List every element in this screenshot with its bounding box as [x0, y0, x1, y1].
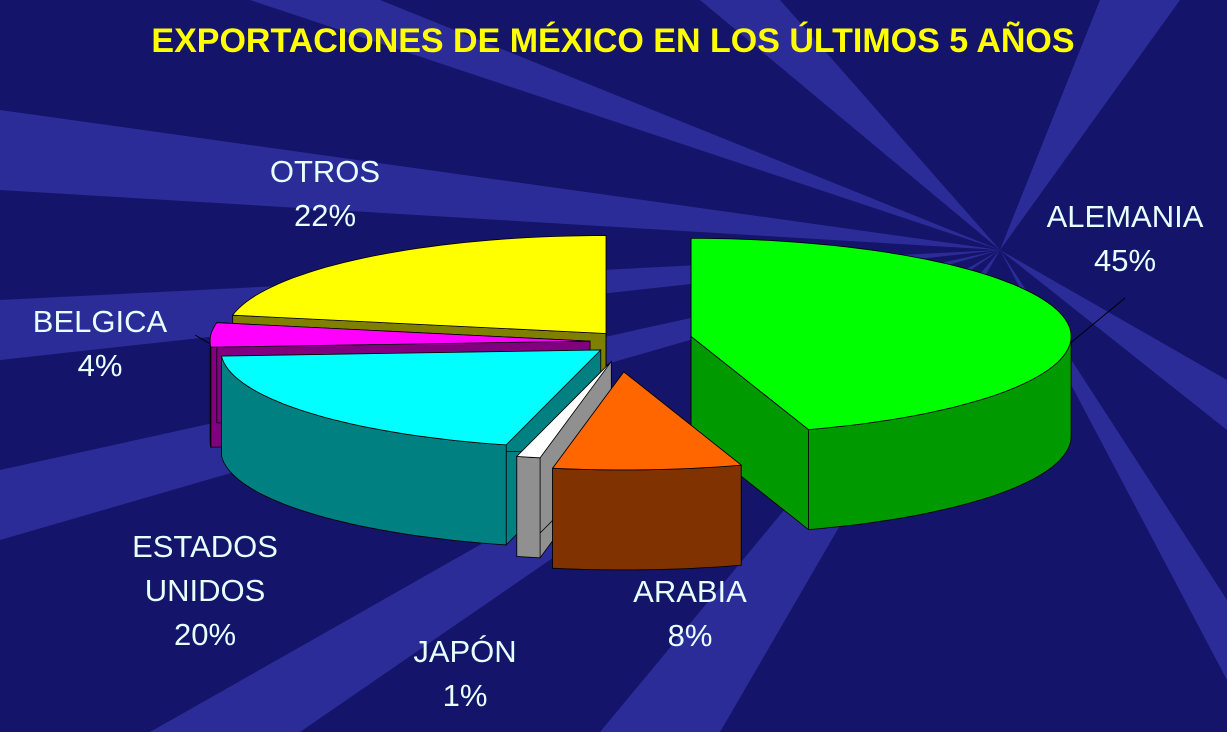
slice-label: BELGICA 4% [0, 300, 200, 388]
slice [551, 371, 743, 471]
slice [690, 237, 1072, 531]
slice [220, 349, 602, 446]
slice-label: JAPÓN 1% [355, 630, 575, 718]
value-label: 1% [442, 678, 488, 713]
category-label: ALEMANIA [1046, 199, 1204, 234]
leader-line [1067, 297, 1126, 346]
slice [690, 237, 1072, 431]
category-label: ARABIA [633, 574, 747, 609]
category-label: ESTADOS UNIDOS [132, 529, 278, 608]
category-label: JAPÓN [413, 634, 517, 669]
value-label: 22% [293, 198, 357, 233]
slice-label: ARABIA 8% [580, 570, 800, 658]
leader-line [194, 334, 213, 346]
value-label: 45% [1093, 243, 1157, 278]
slice-label: OTROS 22% [215, 150, 435, 238]
slice [515, 361, 612, 459]
slice-label: ALEMANIA 45% [1015, 195, 1227, 283]
slice [231, 235, 607, 334]
value-label: 8% [667, 618, 713, 653]
slice [209, 322, 591, 348]
slice-side [552, 464, 742, 571]
chart-title: EXPORTACIONES DE MÉXICO EN LOS ÚLTIMOS 5… [151, 22, 1075, 60]
category-label: BELGICA [32, 304, 168, 339]
category-label: OTROS [269, 154, 381, 189]
value-label: 20% [173, 617, 237, 652]
slice-side [209, 341, 212, 448]
slice-label: ESTADOS UNIDOS 20% [105, 525, 305, 657]
value-label: 4% [77, 348, 123, 383]
slice-side [516, 455, 541, 559]
slice [551, 370, 743, 571]
